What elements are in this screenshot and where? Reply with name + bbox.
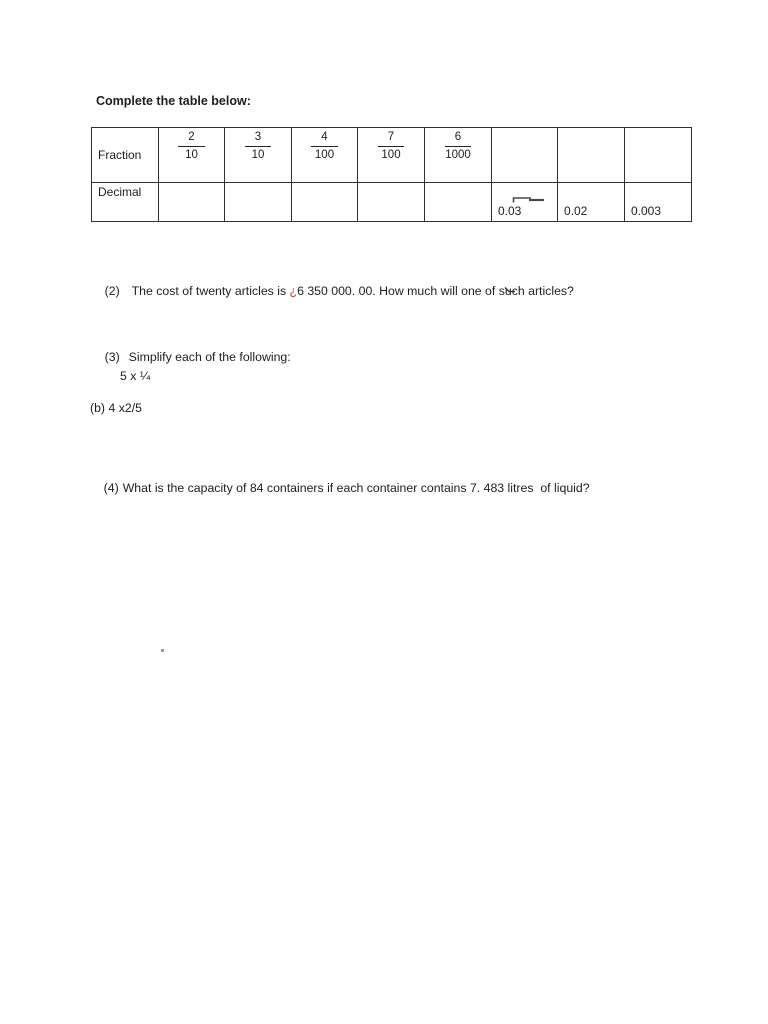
table-row-fraction: Fraction 2 10 3 10 4 100 [91,127,692,183]
empty-cell [557,127,625,183]
question-2: (2) The cost of twenty articles is ¿6 350… [91,270,574,312]
decimal-value: 0.03 [498,204,522,218]
handwritten-overline-mark [512,197,544,203]
fraction-cell: 7 100 [357,127,425,183]
fraction-cell: 6 1000 [424,127,492,183]
fraction-numerator: 3 [244,130,272,147]
currency-mark: ¿ [289,284,298,298]
question-2-text-after: 6 350 000. 00. How much will one of such… [297,284,574,298]
fraction-denominator: 100 [314,148,335,161]
question-3-text: Simplify each of the following: [128,350,291,364]
decimal-value: 0.02 [564,204,588,218]
fraction-cell: 2 10 [158,127,225,183]
decimal-cell-002: 0.02 [557,182,625,222]
question-3: (3) Simplify each of the following: [91,336,291,378]
question-3-part-b: (b) 4 x2/5 [90,401,142,415]
fraction-numerator: 6 [444,130,472,147]
empty-cell [624,127,692,183]
fraction-denominator: 1000 [445,148,471,161]
decimal-cell-003: 0.03 [491,182,558,222]
empty-cell [424,182,492,222]
fraction-cell: 3 10 [224,127,292,183]
fraction-numerator: 2 [178,130,205,147]
fraction-denominator: 10 [251,148,265,161]
fraction-6-1000: 6 1000 [444,130,472,163]
fraction-7-100: 7 100 [377,130,405,163]
fraction-2-10: 2 10 [178,130,205,163]
fraction-denominator: 100 [381,148,401,161]
question-4-text: What is the capacity of 84 containers if… [122,481,590,495]
question-2-text-before: The cost of twenty articles is [131,284,290,298]
empty-cell [357,182,425,222]
handwritten-tick-mark [504,286,515,293]
fraction-denominator: 10 [185,148,198,161]
question-3-number: (3) [104,350,120,364]
question-4-number: (4) [103,481,119,495]
empty-cell [491,127,558,183]
page-title: Complete the table below: [96,94,251,108]
empty-cell [158,182,225,222]
fraction-3-10: 3 10 [244,130,272,163]
fraction-numerator: 7 [377,130,405,147]
stray-ink-dot [161,649,164,652]
empty-cell [224,182,292,222]
empty-cell [291,182,358,222]
row-label-decimal: Decimal [91,182,159,222]
question-2-number: (2) [104,284,120,298]
fraction-cell: 4 100 [291,127,358,183]
table-row-decimal: Decimal 0.03 0.02 0.003 [91,182,692,222]
fraction-decimal-table: Fraction 2 10 3 10 4 100 [91,127,692,222]
decimal-cell-0003: 0.003 [624,182,692,222]
decimal-value: 0.003 [631,204,662,218]
question-4: (4) What is the capacity of 84 containers… [90,467,590,509]
fraction-4-100: 4 100 [311,130,338,163]
fraction-numerator: 4 [311,130,338,147]
question-3-part-a: 5 x ¼ [120,369,151,383]
row-label-fraction: Fraction [91,127,159,183]
